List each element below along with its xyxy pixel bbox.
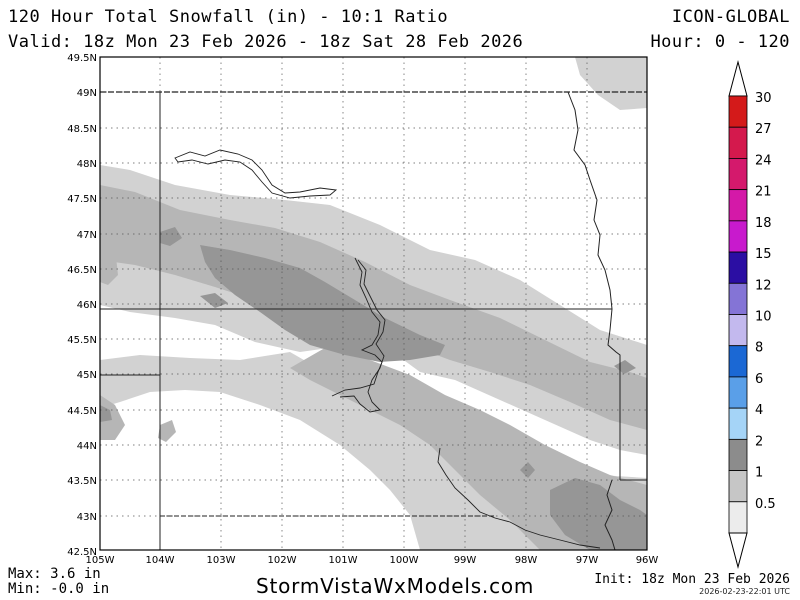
lat-label: 46N xyxy=(77,300,97,311)
lat-label: 49.5N xyxy=(67,53,97,64)
state-borders xyxy=(100,91,647,551)
lake-sakakawea xyxy=(174,149,338,199)
lat-label: 44.5N xyxy=(67,406,97,417)
lat-label: 44N xyxy=(77,441,97,452)
lon-label: 101W xyxy=(329,555,358,566)
lon-label: 102W xyxy=(268,555,297,566)
missouri-river-nd xyxy=(331,257,383,397)
snow-region-dark-core xyxy=(200,245,445,362)
lon-label: 104W xyxy=(146,555,175,566)
valid-period: Valid: 18z Mon 23 Feb 2026 - 18z Sat 28 … xyxy=(8,32,524,52)
lon-label: 105W xyxy=(86,555,115,566)
legend-swatch xyxy=(728,220,748,253)
lon-label: 99W xyxy=(454,555,477,566)
init-time: Init: 18z Mon 23 Feb 2026 xyxy=(594,572,790,587)
lon-label: 100W xyxy=(390,555,419,566)
snow-region-medium-west-2 xyxy=(158,420,176,442)
snow-region-dark-se xyxy=(550,478,647,550)
lon-label: 97W xyxy=(576,555,599,566)
legend-swatch xyxy=(728,501,748,534)
legend-label: 2 xyxy=(755,434,763,449)
legend-label: 21 xyxy=(755,185,772,200)
lat-label: 43N xyxy=(77,512,97,523)
legend-label: 15 xyxy=(755,247,772,262)
max-value: Max: 3.6 in xyxy=(8,566,101,582)
snow-region-dark-nw xyxy=(160,227,182,246)
lat-label: 47.5N xyxy=(67,194,97,205)
legend-top-arrow xyxy=(728,60,748,97)
legend-swatch xyxy=(728,251,748,284)
snow-region-medium-band xyxy=(100,185,647,430)
lat-label: 49N xyxy=(77,88,97,99)
legend-swatch xyxy=(728,126,748,159)
longitude-labels: 105W 104W 103W 102W 101W 100W 99W 98W 97… xyxy=(86,555,659,566)
map-frame xyxy=(99,56,648,551)
legend-swatch xyxy=(728,407,748,440)
legend-label: 18 xyxy=(755,216,772,231)
legend-swatch xyxy=(728,438,748,471)
lat-label: 42.5N xyxy=(67,547,97,558)
lon-label: 98W xyxy=(515,555,538,566)
legend-swatch xyxy=(728,282,748,315)
lat-label: 48N xyxy=(77,159,97,170)
snow-region-dark-west-2 xyxy=(100,405,112,422)
legend-label: 27 xyxy=(755,122,772,137)
site-watermark: StormVistaWxModels.com xyxy=(256,574,535,598)
legend-swatch xyxy=(728,470,748,503)
legend-swatch xyxy=(728,345,748,378)
legend-swatch xyxy=(728,95,748,128)
snow-region-medium-west-3 xyxy=(100,245,118,285)
lat-label: 48.5N xyxy=(67,124,97,135)
legend-label: 6 xyxy=(755,372,763,387)
lat-label: 46.5N xyxy=(67,265,97,276)
lat-label: 47N xyxy=(77,230,97,241)
rivers xyxy=(174,149,601,549)
legend-label: 8 xyxy=(755,341,763,356)
legend-label: 30 xyxy=(755,91,772,106)
legend-label: 1 xyxy=(755,466,763,481)
lake-oahe xyxy=(339,259,386,413)
snow-region-medium-west-1 xyxy=(100,395,125,440)
legend-bottom-arrow xyxy=(728,532,748,569)
red-river xyxy=(567,91,621,480)
min-value: Min: -0.0 in xyxy=(8,581,110,597)
generated-timestamp: 2026-02-23-22:01 UTC xyxy=(699,587,790,596)
missouri-river-sd xyxy=(437,447,601,549)
forecast-hours: Hour: 0 - 120 xyxy=(650,32,790,52)
legend-label: 4 xyxy=(755,403,763,418)
snow-region-dark-spot xyxy=(520,462,535,478)
legend-label: 12 xyxy=(755,278,772,293)
legend-swatch xyxy=(728,158,748,191)
legend-swatch xyxy=(728,189,748,222)
legend-swatch xyxy=(728,314,748,347)
model-name: ICON-GLOBAL xyxy=(671,7,790,27)
legend-label: 0.5 xyxy=(755,497,776,512)
lat-label: 45.5N xyxy=(67,335,97,346)
lat-label: 45N xyxy=(77,370,97,381)
snow-region-light-ne xyxy=(575,57,647,110)
lon-label: 96W xyxy=(636,555,659,566)
lat-label: 43.5N xyxy=(67,476,97,487)
chart-title: 120 Hour Total Snowfall (in) - 10:1 Rati… xyxy=(8,7,449,27)
latitude-labels: 49.5N 49N 48.5N 48N 47.5N 47N 46.5N 46N … xyxy=(67,53,97,558)
legend-swatch xyxy=(728,376,748,409)
legend-label: 24 xyxy=(755,153,772,168)
big-sioux xyxy=(604,479,616,551)
legend-label: 10 xyxy=(755,310,772,325)
lon-label: 103W xyxy=(207,555,236,566)
